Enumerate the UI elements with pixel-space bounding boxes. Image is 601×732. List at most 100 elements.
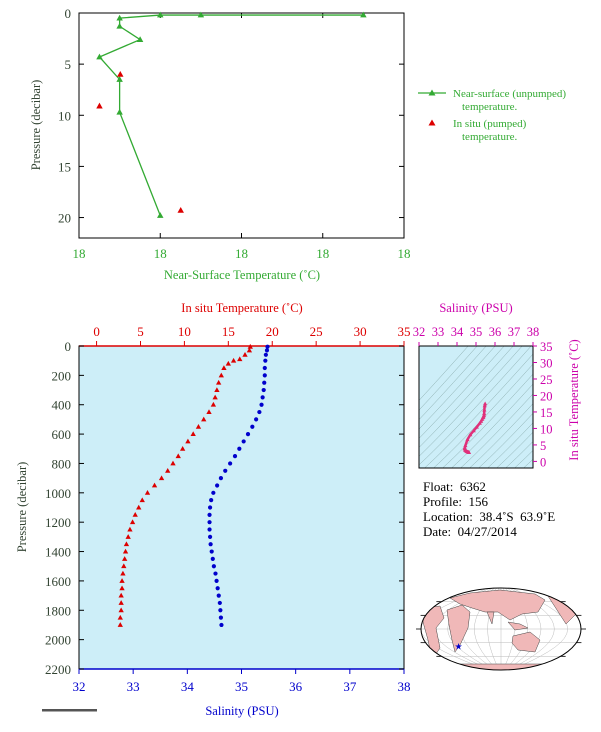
near-surface-x-label: Near-Surface Temperature (˚C): [164, 268, 320, 282]
near-surface-point: [136, 36, 144, 42]
map-frame-ticks: [416, 601, 586, 657]
temperature-point: [246, 347, 253, 353]
star-icon: ★: [454, 641, 462, 651]
ts-point: [462, 445, 467, 450]
density-contour: [487, 422, 533, 468]
temperature-point: [129, 519, 136, 525]
density-contour: [469, 403, 533, 468]
salinity-point: [262, 373, 267, 378]
ts-series: [462, 401, 488, 455]
salinity-point: [261, 387, 266, 393]
near-surface-point: [96, 53, 103, 60]
ts-temp-tick-label: 15: [540, 406, 553, 420]
density-contour: [514, 450, 533, 468]
sal-tick-label: 37: [343, 679, 357, 694]
sal-tick-label: 34: [181, 679, 195, 694]
x-tick-label: 18: [154, 246, 167, 261]
profile-top-x-label: In situ Temperature (˚C): [181, 301, 302, 315]
meridian: [421, 588, 489, 670]
y-tick-label: 1200: [45, 515, 71, 530]
near-surface-panel: 0 5 10 15 20 18 18 18 18 18 Near-Surface Tempera…: [29, 6, 566, 282]
density-contour: [532, 467, 533, 468]
salinity-point: [207, 505, 213, 510]
density-contour: [419, 346, 523, 457]
temperature-point: [132, 512, 138, 517]
temp-tick-label: 15: [222, 324, 235, 339]
temperature-point: [170, 460, 176, 466]
temperature-point: [195, 423, 202, 429]
near-surface-line: [98, 14, 364, 216]
ts-temp-tick-label: 20: [540, 389, 553, 403]
ts-temp-tick-label: 5: [540, 439, 546, 453]
profile-background: [79, 346, 404, 669]
ts-point: [463, 443, 468, 448]
salinity-point: [215, 586, 220, 591]
date-value: 04/27/2014: [457, 524, 517, 539]
temperature-point: [122, 556, 128, 561]
temperature-point: [120, 570, 126, 576]
legend-label-pumped-2: temperature.: [462, 131, 518, 143]
salinity-point: [209, 498, 214, 503]
near-surface-point: [116, 108, 123, 115]
ts-top-x-label: Salinity (PSU): [439, 301, 512, 315]
near-surface-point: [197, 11, 205, 18]
density-contour: [419, 346, 496, 430]
density-contour: [478, 412, 533, 468]
ts-temp-tick-label: 35: [540, 340, 553, 354]
salinity-point: [215, 483, 220, 488]
salinity-profile-series: [207, 344, 270, 628]
salinity-point: [213, 571, 218, 576]
location-row: Location: 38.4˚S 63.9˚E: [423, 509, 555, 524]
salinity-point: [232, 454, 238, 459]
salinity-point: [262, 365, 267, 371]
salinity-point: [207, 512, 212, 517]
density-contour: [419, 346, 532, 466]
y-tick-label: 20: [58, 211, 71, 226]
temperature-point: [175, 453, 181, 459]
near-surface-point: [116, 14, 123, 21]
y-tick-label: 1400: [45, 545, 71, 560]
temperature-point: [185, 438, 191, 444]
salinity-point: [263, 352, 268, 357]
temperature-point: [117, 614, 123, 620]
float-value: 6362: [459, 479, 486, 494]
temp-tick-label: 10: [178, 324, 191, 339]
legend-label-pumped-1: In situ (pumped): [453, 118, 527, 130]
near-surface-x-ticks: 18 18 18 18 18: [73, 13, 411, 261]
ts-point: [477, 420, 482, 425]
temperature-point: [206, 409, 212, 415]
ts-point: [468, 432, 473, 437]
legend-label-unpumped-1: Near-surface (unpumped): [453, 88, 566, 100]
density-contour: [442, 373, 533, 468]
salinity-point: [263, 358, 268, 363]
salinity-point: [207, 534, 213, 539]
in-situ-point: [117, 70, 124, 77]
location-value: 38.4˚S 63.9˚E: [479, 509, 556, 524]
world-map: ★: [416, 587, 586, 671]
salinity-point: [217, 600, 222, 606]
density-contour: [419, 346, 514, 448]
ts-point: [465, 437, 470, 442]
ts-temp-tick-label: 30: [540, 356, 553, 370]
temperature-point: [247, 343, 253, 349]
in-situ-point: [96, 102, 103, 109]
temp-tick-label: 20: [266, 324, 279, 339]
near-surface-point: [360, 11, 367, 18]
x-tick-label: 18: [316, 246, 329, 261]
sal-tick-label: 36: [289, 679, 303, 694]
ts-temp-tick-label: 0: [540, 455, 546, 469]
profile-row: Profile: 156: [423, 494, 555, 509]
ts-sal-tick-label: 36: [489, 325, 502, 339]
temperature-point: [121, 563, 127, 569]
y-tick-label: 10: [58, 108, 71, 123]
temperature-point: [151, 482, 158, 488]
ts-sal-tick-label: 38: [527, 325, 540, 339]
profile-bottom-x-label: Salinity (PSU): [205, 704, 278, 718]
temperature-point: [212, 394, 218, 400]
y-tick-label: 0: [65, 6, 72, 21]
ts-temperature-ticks: 0 5 10 15 20 25 30 35: [533, 340, 553, 469]
temperature-point: [117, 622, 123, 627]
sal-tick-label: 32: [73, 679, 86, 694]
salinity-point: [259, 402, 264, 407]
